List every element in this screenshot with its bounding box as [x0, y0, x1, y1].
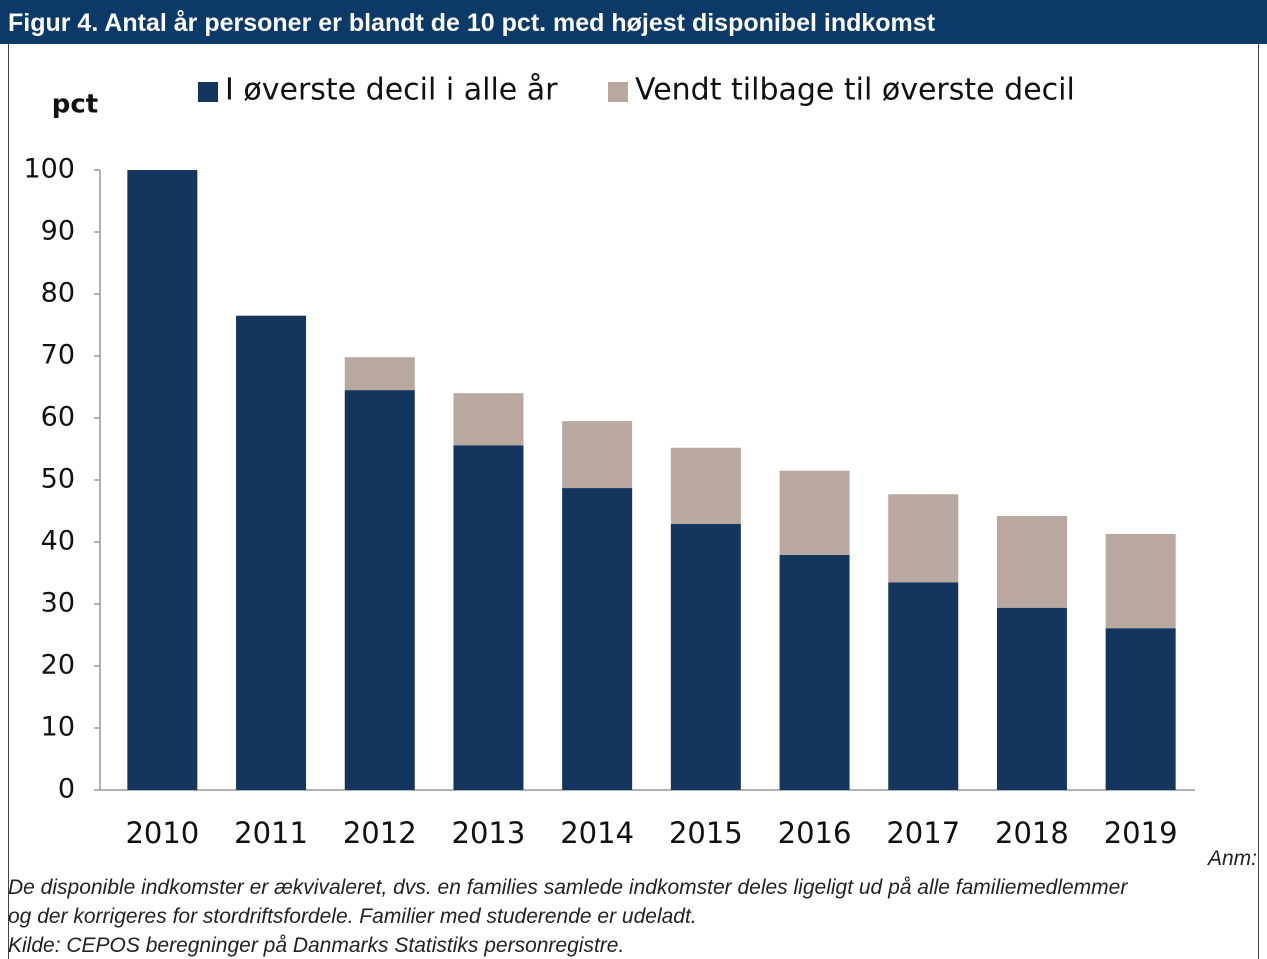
x-tick-label: 2016 — [778, 816, 852, 850]
note-line: De disponible indkomster er ækvivaleret,… — [8, 876, 1128, 899]
y-tick-label: 100 — [23, 154, 75, 185]
note-label: Anm: — [1207, 847, 1257, 870]
bar-segment — [779, 555, 850, 790]
y-tick-label: 20 — [41, 650, 75, 681]
frame — [8, 44, 1259, 959]
bar-segment — [888, 494, 959, 583]
bar-segment — [236, 315, 307, 790]
y-tick-label: 80 — [41, 278, 75, 309]
legend-label: I øverste decil i alle år — [225, 73, 558, 108]
note-line: og der korrigeres for stordriftsfordele.… — [8, 905, 697, 928]
x-tick-label: 2012 — [343, 816, 417, 850]
header-bar: Figur 4. Antal år personer er blandt de … — [0, 0, 1267, 44]
legend-swatch — [608, 82, 628, 102]
bar-segment — [996, 607, 1067, 790]
x-tick-label: 2018 — [995, 816, 1069, 850]
x-tick-label: 2015 — [669, 816, 743, 850]
x-tick-label: 2011 — [234, 816, 308, 850]
bar-segment — [453, 445, 524, 790]
bar-segment — [344, 390, 415, 790]
bar-segment — [127, 170, 198, 790]
bar-segment — [562, 421, 633, 489]
x-tick-label: 2019 — [1104, 816, 1178, 850]
bar-segment — [779, 470, 850, 556]
x-tick-label: 2017 — [886, 816, 960, 850]
y-tick-label: 70 — [41, 340, 75, 371]
x-tick-label: 2014 — [560, 816, 634, 850]
bar-segment — [1105, 628, 1176, 790]
legend-swatch — [198, 82, 218, 102]
bar-segment — [670, 524, 741, 790]
bar-segment — [1105, 533, 1176, 629]
chart: pct 0 10 20 30 40 50 60 70 80 90 100 I øverste deci… — [23, 73, 1195, 850]
source: Kilde: CEPOS beregninger på Danmarks Sta… — [8, 934, 625, 957]
x-tick-label: 2010 — [125, 816, 199, 850]
x-tick-label: 2013 — [452, 816, 526, 850]
bar-segment — [670, 447, 741, 525]
y-tick-label: 10 — [41, 712, 75, 743]
bar-segment — [562, 488, 633, 790]
y-tick-label: 30 — [41, 588, 75, 619]
bar-segment — [344, 357, 415, 391]
bar-segment — [453, 393, 524, 446]
y-tick-label: 50 — [41, 464, 75, 495]
bar-segment — [996, 515, 1067, 608]
bar-segment — [888, 582, 959, 790]
y-tick-label: 90 — [41, 216, 75, 247]
y-tick-label: 0 — [58, 774, 75, 805]
chart-title: Figur 4. Antal år personer er blandt de … — [8, 9, 936, 37]
y-axis-label: pct — [52, 90, 98, 120]
y-tick-label: 40 — [41, 526, 75, 557]
legend-label: Vendt tilbage til øverste decil — [635, 73, 1075, 108]
y-tick-label: 60 — [41, 402, 75, 433]
